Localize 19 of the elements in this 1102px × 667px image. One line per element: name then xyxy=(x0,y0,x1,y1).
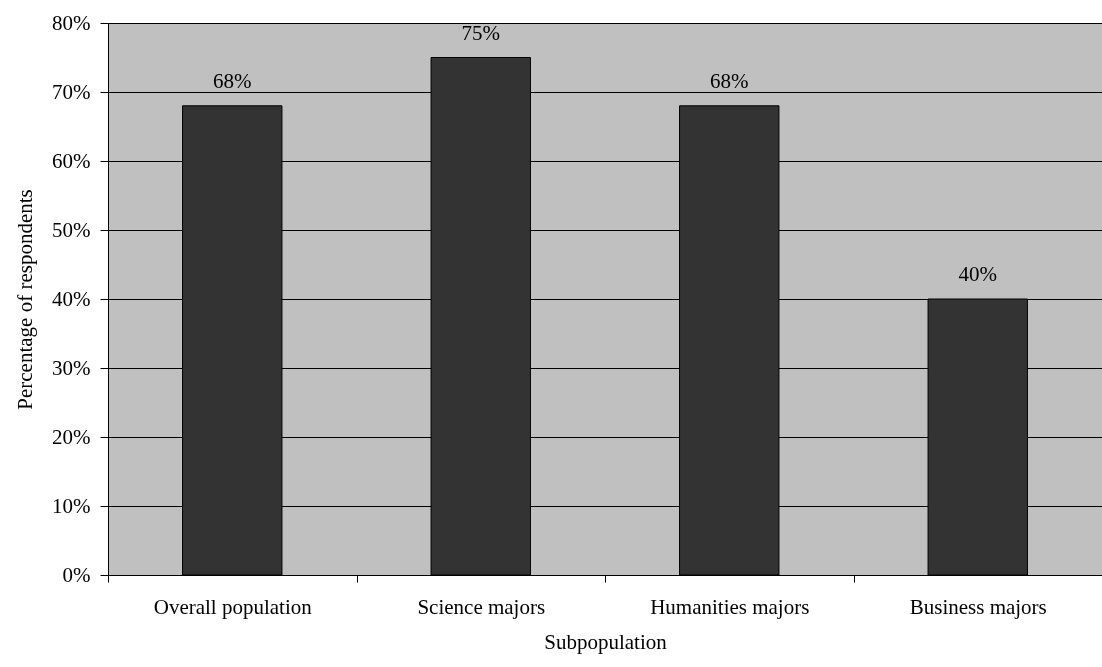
y-tick-label: 10% xyxy=(52,493,91,518)
x-tick-label: Overall population xyxy=(153,594,313,619)
data-label: 68% xyxy=(710,68,749,93)
y-tick-label: 40% xyxy=(52,286,91,311)
x-axis-title: Subpopulation xyxy=(544,629,668,654)
data-label: 40% xyxy=(958,262,997,286)
data-label: 68% xyxy=(213,68,252,93)
x-tick-label: Science majors xyxy=(417,594,546,619)
y-tick-label: 80% xyxy=(52,10,91,35)
y-tick-label: 20% xyxy=(52,424,91,449)
x-tick-label: Humanities majors xyxy=(650,594,810,619)
y-axis-title: Percentage of respondents xyxy=(13,189,38,410)
x-tick-label: Business majors xyxy=(909,594,1047,619)
data-label: 75% xyxy=(461,20,500,45)
y-tick-label: 70% xyxy=(52,79,91,104)
y-tick-label: 50% xyxy=(52,217,91,242)
y-tick-label: 30% xyxy=(52,355,91,380)
y-tick-label: 60% xyxy=(52,148,91,173)
y-tick-label: 0% xyxy=(62,562,91,587)
